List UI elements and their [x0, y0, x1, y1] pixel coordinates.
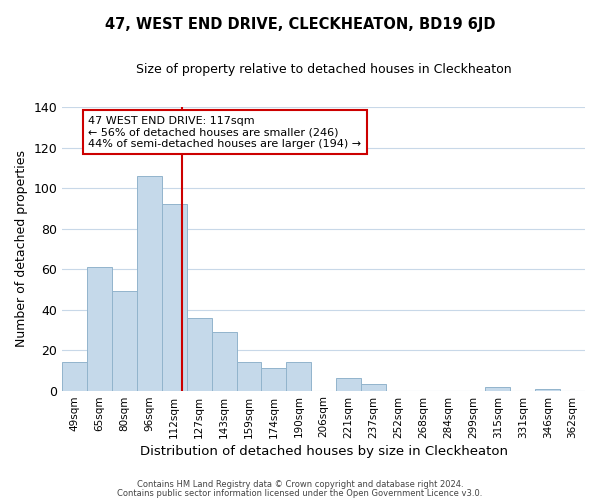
Bar: [112, 292, 137, 390]
Text: 47, WEST END DRIVE, CLECKHEATON, BD19 6JD: 47, WEST END DRIVE, CLECKHEATON, BD19 6J…: [105, 18, 495, 32]
Y-axis label: Number of detached properties: Number of detached properties: [15, 150, 28, 348]
X-axis label: Distribution of detached houses by size in Cleckheaton: Distribution of detached houses by size …: [140, 444, 508, 458]
Bar: [262, 368, 286, 390]
Bar: [87, 267, 112, 390]
Bar: [187, 318, 212, 390]
Bar: [485, 386, 511, 390]
Text: 47 WEST END DRIVE: 117sqm
← 56% of detached houses are smaller (246)
44% of semi: 47 WEST END DRIVE: 117sqm ← 56% of detac…: [88, 116, 362, 149]
Bar: [336, 378, 361, 390]
Text: Contains public sector information licensed under the Open Government Licence v3: Contains public sector information licen…: [118, 488, 482, 498]
Bar: [286, 362, 311, 390]
Text: Contains HM Land Registry data © Crown copyright and database right 2024.: Contains HM Land Registry data © Crown c…: [137, 480, 463, 489]
Bar: [236, 362, 262, 390]
Bar: [535, 388, 560, 390]
Bar: [212, 332, 236, 390]
Title: Size of property relative to detached houses in Cleckheaton: Size of property relative to detached ho…: [136, 62, 511, 76]
Bar: [62, 362, 87, 390]
Bar: [137, 176, 162, 390]
Bar: [162, 204, 187, 390]
Bar: [361, 384, 386, 390]
